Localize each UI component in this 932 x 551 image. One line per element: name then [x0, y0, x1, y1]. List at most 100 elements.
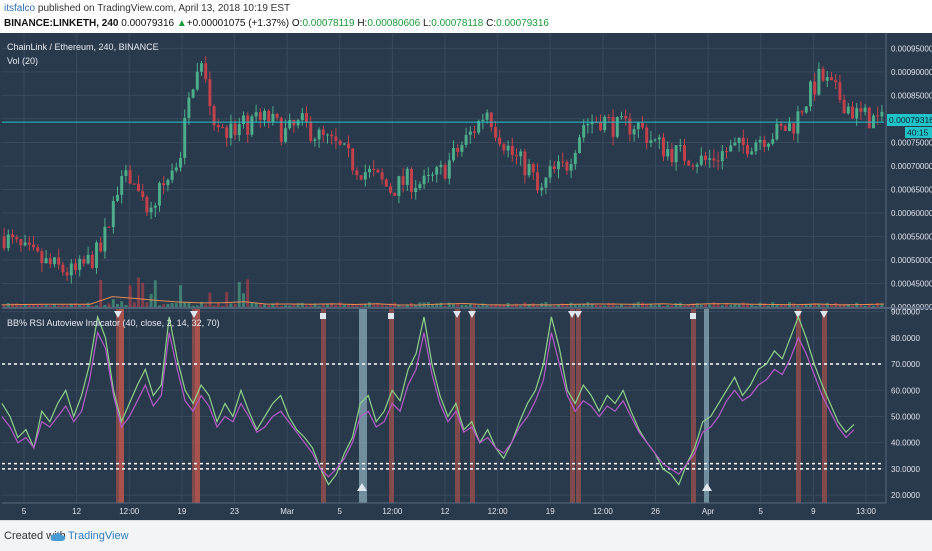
volume-bar [695, 302, 699, 307]
candle-body [817, 68, 821, 95]
volume-bar [99, 280, 103, 307]
volume-bar [498, 304, 502, 307]
candle-body [443, 164, 447, 179]
indicator-tick-label: 20.0000 [891, 491, 920, 500]
volume-bar [300, 302, 304, 307]
high-label: H: [357, 18, 368, 29]
candle-body [300, 113, 304, 121]
open-value: 0.00078119 [302, 18, 355, 29]
candle-body [494, 127, 497, 138]
price-pane-title: ChainLink / Ethereum, 240, BINANCE [7, 42, 159, 52]
volume-bar [729, 304, 733, 307]
candle-body [708, 158, 712, 160]
volume-bar [737, 303, 741, 307]
candle-body [284, 128, 287, 142]
candle-body [825, 77, 829, 81]
candle-body [691, 165, 695, 167]
candle-body [758, 139, 762, 143]
candle-body [557, 161, 560, 170]
candle-body [834, 80, 838, 83]
tradingview-link[interactable]: TradingView [68, 530, 129, 542]
candle-body [716, 160, 720, 162]
tradingview-cloud-icon [50, 532, 66, 541]
volume-bar [851, 305, 854, 307]
volume-bar [149, 294, 153, 307]
volume-bar [603, 305, 607, 307]
candle-body [6, 234, 10, 249]
volume-bar [687, 303, 691, 307]
candle-body [11, 234, 14, 238]
candle-body [216, 125, 220, 128]
author-link[interactable]: itsfalco [4, 3, 36, 14]
candle-body [800, 111, 804, 113]
candle-body [389, 186, 392, 193]
price-tick-label: 0.00055000 [891, 232, 932, 241]
candle-body [422, 175, 426, 185]
candle-body [166, 179, 170, 186]
candle-body [124, 170, 128, 177]
volume-bar [846, 304, 850, 307]
x-tick-label: 12:00 [488, 507, 509, 516]
volume-bar [65, 305, 69, 307]
candle-body [641, 122, 644, 128]
candle-body [376, 169, 380, 173]
candle-body [195, 71, 199, 90]
candle-body [246, 115, 250, 135]
indicator-tick-label: 60.0000 [891, 386, 920, 395]
sell-triangle-marker [468, 311, 476, 318]
candle-body [69, 263, 73, 276]
candle-body [179, 157, 182, 168]
volume-bar [78, 304, 82, 307]
candle-body [460, 144, 464, 152]
volume-bar [263, 304, 266, 307]
candle-body [536, 172, 539, 191]
volume-bar [485, 305, 489, 307]
candle-body [729, 145, 733, 152]
candle-body [666, 148, 670, 157]
volume-bar [405, 304, 409, 307]
volume-bar [494, 304, 497, 307]
x-tick-label: Apr [702, 507, 715, 516]
signal-bands [2, 309, 884, 503]
volume-bar [61, 304, 65, 307]
candle-body [846, 106, 850, 114]
volume-bar [292, 303, 296, 307]
x-tick-label: 9 [811, 507, 816, 516]
volume-bar [552, 305, 556, 307]
chart-area[interactable]: 0.000950000.000900000.000850000.00080000… [0, 33, 932, 520]
volume-bar [212, 305, 216, 307]
candle-body [485, 112, 489, 120]
candle-body [657, 137, 661, 140]
candle-body [813, 81, 817, 95]
volume-bar [783, 305, 787, 307]
change-value: +0.00001075 (+1.37%) [186, 18, 290, 29]
volume-bar [481, 303, 485, 307]
low-label: L: [422, 18, 432, 29]
candle-body [275, 113, 279, 118]
x-tick-label: 5 [759, 507, 764, 516]
axes: 0.000950000.000900000.000850000.00080000… [2, 33, 932, 516]
volume-bar [489, 304, 493, 307]
candle-body [263, 110, 266, 120]
x-tick-label: 19 [546, 507, 555, 516]
sell-triangle-marker [190, 311, 198, 318]
candle-body [321, 129, 325, 135]
candle-body [36, 247, 40, 252]
candle-body [183, 117, 187, 158]
candle-body [464, 134, 468, 145]
volume-bar [565, 304, 569, 307]
volume-bar [733, 303, 737, 307]
volume-bar [330, 302, 334, 307]
x-tick-label: 12:00 [119, 507, 140, 516]
volume-bar [250, 302, 254, 307]
sell-triangle-marker [114, 311, 122, 318]
indicator-tick-label: 50.0000 [891, 412, 920, 421]
volume-bar [863, 305, 867, 307]
close-value: 0.00079316 [496, 18, 549, 29]
candle-body [569, 164, 573, 171]
candle-body [405, 168, 409, 185]
volume-bar [275, 302, 279, 307]
candle-body [687, 160, 691, 166]
volume-bar [372, 303, 376, 307]
volume-bar [767, 305, 770, 307]
